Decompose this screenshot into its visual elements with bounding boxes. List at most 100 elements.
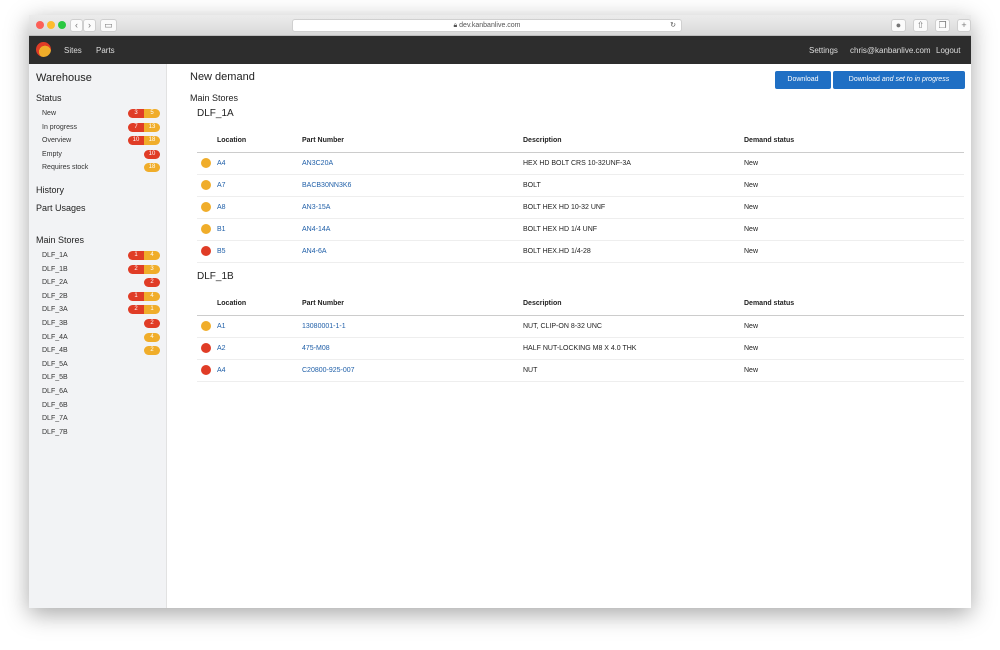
sidebar-store-dlf_4b[interactable]: DLF_4B 2 <box>42 346 160 356</box>
location-link[interactable]: A4 <box>217 366 226 374</box>
part-number-link[interactable]: AN4-6A <box>302 247 327 255</box>
logo-icon[interactable] <box>36 42 51 57</box>
sidebar-store-dlf_6b[interactable]: DLF_6B <box>42 401 160 411</box>
nav-sites[interactable]: Sites <box>64 46 82 55</box>
count-badges: 2 <box>144 346 160 356</box>
description: NUT, CLIP-ON 8-32 UNC <box>523 315 744 338</box>
column-header[interactable]: Part Number <box>302 130 523 153</box>
table-header: Location Part Number Description Demand sta… <box>197 293 964 316</box>
sidebar-item-label: DLF_6A <box>42 388 68 395</box>
yellow-count-badge: 18 <box>144 163 160 173</box>
part-number-link[interactable]: C20800-925-007 <box>302 366 355 374</box>
column-header[interactable]: Location <box>217 130 302 153</box>
description: BOLT HEX HD 1/4 UNF <box>523 218 744 241</box>
sidebar-store-dlf_7a[interactable]: DLF_7A <box>42 414 160 424</box>
part-number-link[interactable]: 13080001-1-1 <box>302 322 346 330</box>
status-heading: Status <box>36 93 62 103</box>
sidebar-status-requires-stock[interactable]: Requires stock 18 <box>42 163 160 173</box>
sidebar-title: Warehouse <box>36 72 92 84</box>
maximize-window-button[interactable] <box>58 21 66 29</box>
sidebar-toggle-icon[interactable]: ▭ <box>100 19 117 32</box>
sidebar-store-dlf_5a[interactable]: DLF_5A <box>42 360 160 370</box>
location-link[interactable]: B1 <box>217 225 226 233</box>
sidebar-store-dlf_6a[interactable]: DLF_6A <box>42 387 160 397</box>
sidebar-store-dlf_5b[interactable]: DLF_5B <box>42 373 160 383</box>
red-status-dot-icon <box>201 246 211 256</box>
sidebar-store-dlf_1a[interactable]: DLF_1A 1 4 <box>42 251 160 261</box>
dot-header <box>197 293 217 316</box>
red-count-badge: 10 <box>128 136 144 146</box>
sidebar-store-dlf_7b[interactable]: DLF_7B <box>42 428 160 438</box>
location-link[interactable]: B5 <box>217 247 226 255</box>
demand-status: New <box>744 218 964 241</box>
address-bar[interactable]: 🔒︎ dev.kanbanlive.com ↻ <box>292 19 682 32</box>
location-link[interactable]: A2 <box>217 344 226 352</box>
part-number-link[interactable]: AN4-14A <box>302 225 331 233</box>
yellow-status-dot-icon <box>201 224 211 234</box>
part-number-link[interactable]: BACB30NN3K6 <box>302 181 352 189</box>
reload-icon[interactable]: ↻ <box>670 22 676 29</box>
download-set-in-progress-button[interactable]: Download and set to in progress <box>833 71 965 89</box>
browser-window: ‹ › ▭ 🔒︎ dev.kanbanlive.com ↻ ● ⇧ ❐ + Sit… <box>29 15 971 608</box>
part-number-link[interactable]: AN3-15A <box>302 203 331 211</box>
share-icon[interactable]: ⇧ <box>913 19 928 32</box>
sidebar-store-dlf_2b[interactable]: DLF_2B 1 4 <box>42 291 160 302</box>
sidebar-store-dlf_2a[interactable]: DLF_2A 2 <box>42 278 160 288</box>
column-header[interactable]: Location <box>217 293 302 316</box>
sidebar-item-label: DLF_3B <box>42 320 68 327</box>
download-icon[interactable]: ● <box>891 19 906 32</box>
red-count-badge: 1 <box>128 251 144 260</box>
location-link[interactable]: A1 <box>217 322 226 330</box>
tabs-icon[interactable]: ❐ <box>935 19 950 32</box>
red-count-badge: 10 <box>144 149 160 159</box>
column-header[interactable]: Demand status <box>744 130 964 153</box>
yellow-count-badge: 4 <box>144 251 160 260</box>
sidebar-item-history[interactable]: History <box>36 185 65 195</box>
count-badges: 2 <box>144 278 160 288</box>
sidebar-store-dlf_3b[interactable]: DLF_3B 2 <box>42 319 160 329</box>
sidebar-store-dlf_1b[interactable]: DLF_1B 2 3 <box>42 264 160 275</box>
location-link[interactable]: A7 <box>217 181 226 189</box>
column-header[interactable]: Description <box>523 293 744 316</box>
sidebar-status-empty[interactable]: Empty 10 <box>42 149 160 160</box>
group-title: DLF_1B <box>197 271 234 282</box>
table-row: A8 AN3-15A BOLT HEX HD 10-32 UNF New <box>197 196 964 219</box>
count-badges: 10 18 <box>128 136 160 146</box>
sidebar-status-new[interactable]: New 3 5 <box>42 109 160 119</box>
location-link[interactable]: A8 <box>217 203 226 211</box>
sidebar-item-label: DLF_4A <box>42 333 68 341</box>
sidebar-item-label: DLF_4B <box>42 347 68 355</box>
part-number-link[interactable]: 475-M08 <box>302 344 330 352</box>
part-number-link[interactable]: AN3C20A <box>302 159 334 167</box>
store-group-dlf_1b: DLF_1B Location Part Number Description Dema… <box>197 271 964 382</box>
nav-logout[interactable]: Logout <box>936 46 961 55</box>
table-row: A2 475-M08 HALF NUT-LOCKING M8 X 4.0 THK… <box>197 337 964 360</box>
red-status-dot-icon <box>201 343 211 353</box>
column-header[interactable]: Part Number <box>302 293 523 316</box>
sidebar-store-dlf_4a[interactable]: DLF_4A 4 <box>42 332 160 343</box>
column-header[interactable]: Description <box>523 130 744 153</box>
sidebar-item-label: DLF_2A <box>42 279 68 287</box>
column-header[interactable]: Demand status <box>744 293 964 316</box>
nav-parts[interactable]: Parts <box>96 46 115 55</box>
forward-icon[interactable]: › <box>83 19 96 32</box>
yellow-status-dot-icon <box>201 180 211 190</box>
close-window-button[interactable] <box>36 21 44 29</box>
yellow-count-badge: 2 <box>144 346 160 356</box>
nav-user-email[interactable]: chris@kanbanlive.com <box>850 46 931 55</box>
nav-settings[interactable]: Settings <box>809 46 838 55</box>
minimize-window-button[interactable] <box>47 21 55 29</box>
back-icon[interactable]: ‹ <box>70 19 83 32</box>
sidebar-item-label: New <box>42 110 57 117</box>
download-button[interactable]: Download <box>775 71 831 89</box>
sidebar-item-part-usages[interactable]: Part Usages <box>36 203 86 213</box>
sidebar-status-overview[interactable]: Overview 10 18 <box>42 136 160 146</box>
sidebar-store-dlf_3a[interactable]: DLF_3A 2 1 <box>42 305 160 315</box>
new-tab-icon[interactable]: + <box>957 19 971 32</box>
count-badges: 10 <box>144 149 160 159</box>
table-row: A7 BACB30NN3K6 BOLT New <box>197 174 964 197</box>
sidebar-item-label: DLF_2B <box>42 292 68 300</box>
sidebar-status-in-progress[interactable]: In progress 7 13 <box>42 122 160 133</box>
location-link[interactable]: A4 <box>217 159 226 167</box>
